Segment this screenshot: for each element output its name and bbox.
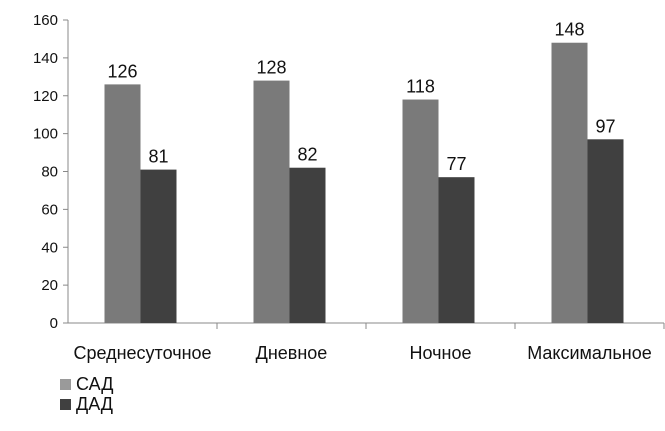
y-tick-label: 80	[41, 164, 58, 181]
y-tick-label: 120	[33, 88, 58, 105]
legend-swatch	[60, 379, 71, 390]
y-tick-label: 100	[33, 126, 58, 143]
data-label: 97	[595, 116, 615, 136]
data-label: 118	[406, 77, 435, 97]
legend-label: САД	[76, 374, 113, 394]
legend-label: ДАД	[76, 394, 113, 414]
y-tick-label: 160	[33, 12, 58, 29]
bar	[402, 99, 439, 323]
data-label: 148	[554, 20, 584, 40]
x-axis: Среднесуточное Дневное Ночное Максимальное	[68, 322, 665, 363]
category-label: Среднесуточное	[73, 343, 211, 363]
bar	[253, 80, 290, 323]
bar	[289, 167, 326, 323]
bar	[438, 177, 475, 323]
y-tick-label: 140	[33, 50, 58, 67]
legend-swatch	[60, 399, 71, 410]
data-label: 128	[256, 58, 286, 78]
bar	[104, 84, 141, 323]
bar	[140, 169, 177, 323]
data-labels: 126 81 128 82 118 77 148 97	[107, 20, 615, 174]
category-label: Ночное	[410, 343, 472, 363]
bars	[104, 42, 624, 323]
bar	[587, 139, 624, 323]
y-axis: 0 20 40 60 80 100 120 140 160	[33, 12, 69, 332]
category-label: Максимальное	[527, 343, 652, 363]
data-label: 126	[107, 61, 137, 81]
data-label: 82	[297, 145, 317, 165]
bar	[551, 42, 588, 323]
data-label: 77	[446, 154, 466, 174]
y-tick-label: 0	[50, 315, 58, 332]
y-tick-label: 40	[41, 239, 58, 256]
y-tick-label: 60	[41, 201, 58, 218]
data-label: 81	[148, 147, 168, 167]
category-label: Дневное	[256, 343, 328, 363]
y-tick-label: 20	[41, 277, 58, 294]
